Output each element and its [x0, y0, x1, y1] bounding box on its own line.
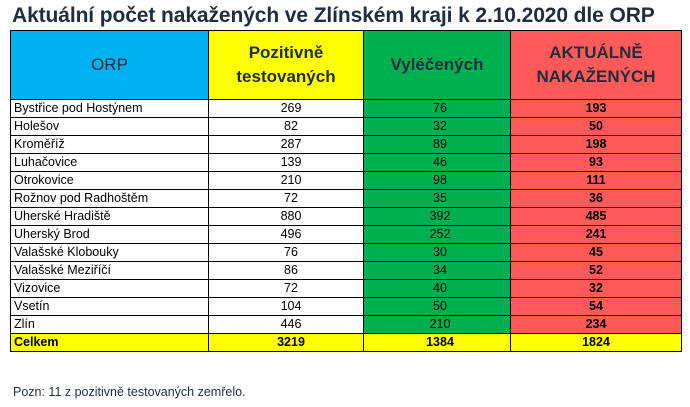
positive-count: 72	[208, 279, 364, 298]
recovered-count: 34	[363, 261, 511, 280]
active-count: 45	[510, 243, 682, 262]
active-count: 198	[510, 135, 682, 154]
recovered-count: 50	[363, 297, 511, 316]
active-count: 93	[510, 153, 682, 172]
page-title: Aktuální počet nakažených ve Zlínském kr…	[12, 4, 655, 27]
active-count: 234	[510, 315, 682, 334]
table-row: Otrokovice 210 98 111	[10, 171, 682, 190]
orp-name: Bystřice pod Hostýnem	[10, 99, 209, 118]
orp-name: Vsetín	[10, 297, 209, 316]
positive-count: 496	[208, 225, 364, 244]
positive-count: 269	[208, 99, 364, 118]
orp-name: Vizovice	[10, 279, 209, 298]
active-count: 241	[510, 225, 682, 244]
orp-name: Uherský Brod	[10, 225, 209, 244]
orp-name: Rožnov pod Radhoštěm	[10, 189, 209, 208]
orp-name: Uherské Hradiště	[10, 207, 209, 226]
table-row: Zlín 446 210 234	[10, 315, 682, 334]
recovered-count: 392	[363, 207, 511, 226]
table-row: Bystřice pod Hostýnem 269 76 193	[10, 99, 682, 118]
header-recovered: Vyléčených	[363, 30, 511, 100]
active-count: 36	[510, 189, 682, 208]
orp-name: Otrokovice	[10, 171, 209, 190]
active-count: 52	[510, 261, 682, 280]
active-count: 54	[510, 297, 682, 316]
positive-count: 210	[208, 171, 364, 190]
table-row: Vsetín 104 50 54	[10, 297, 682, 316]
orp-name: Kroměříž	[10, 135, 209, 154]
table-row: Rožnov pod Radhoštěm 72 35 36	[10, 189, 682, 208]
active-count: 111	[510, 171, 682, 190]
positive-count: 82	[208, 117, 364, 136]
active-count: 50	[510, 117, 682, 136]
recovered-count: 30	[363, 243, 511, 262]
active-count: 485	[510, 207, 682, 226]
total-recovered: 1384	[363, 333, 511, 352]
recovered-count: 98	[363, 171, 511, 190]
positive-count: 104	[208, 297, 364, 316]
recovered-count: 35	[363, 189, 511, 208]
positive-count: 86	[208, 261, 364, 280]
table-row: Valašské Klobouky 76 30 45	[10, 243, 682, 262]
positive-count: 76	[208, 243, 364, 262]
table-row: Vizovice 72 40 32	[10, 279, 682, 298]
recovered-count: 210	[363, 315, 511, 334]
active-count: 32	[510, 279, 682, 298]
header-active: AKTUÁLNĚ NAKAŽENÝCH	[510, 30, 682, 100]
orp-name: Holešov	[10, 117, 209, 136]
recovered-count: 46	[363, 153, 511, 172]
footnote: Pozn: 11 z pozitivně testovaných zemřelo…	[13, 385, 246, 399]
orp-name: Zlín	[10, 315, 209, 334]
table-header-row: ORP Pozitivně testovaných Vyléčených AKT…	[10, 30, 682, 100]
positive-count: 72	[208, 189, 364, 208]
orp-table: ORP Pozitivně testovaných Vyléčených AKT…	[10, 30, 682, 352]
table-row: Luhačovice 139 46 93	[10, 153, 682, 172]
table-row: Uherský Brod 496 252 241	[10, 225, 682, 244]
table-row: Kroměříž 287 89 198	[10, 135, 682, 154]
total-positive: 3219	[208, 333, 364, 352]
positive-count: 446	[208, 315, 364, 334]
recovered-count: 89	[363, 135, 511, 154]
total-label: Celkem	[10, 333, 209, 352]
header-positive: Pozitivně testovaných	[208, 30, 364, 100]
active-count: 193	[510, 99, 682, 118]
positive-count: 287	[208, 135, 364, 154]
table-row: Valašské Meziříčí 86 34 52	[10, 261, 682, 280]
orp-name: Valašské Meziříčí	[10, 261, 209, 280]
total-active: 1824	[510, 333, 682, 352]
total-row: Celkem 3219 1384 1824	[10, 333, 682, 352]
recovered-count: 40	[363, 279, 511, 298]
table-row: Uherské Hradiště 880 392 485	[10, 207, 682, 226]
orp-name: Luhačovice	[10, 153, 209, 172]
recovered-count: 32	[363, 117, 511, 136]
table-row: Holešov 82 32 50	[10, 117, 682, 136]
orp-name: Valašské Klobouky	[10, 243, 209, 262]
header-orp: ORP	[10, 30, 209, 100]
positive-count: 880	[208, 207, 364, 226]
recovered-count: 252	[363, 225, 511, 244]
positive-count: 139	[208, 153, 364, 172]
recovered-count: 76	[363, 99, 511, 118]
